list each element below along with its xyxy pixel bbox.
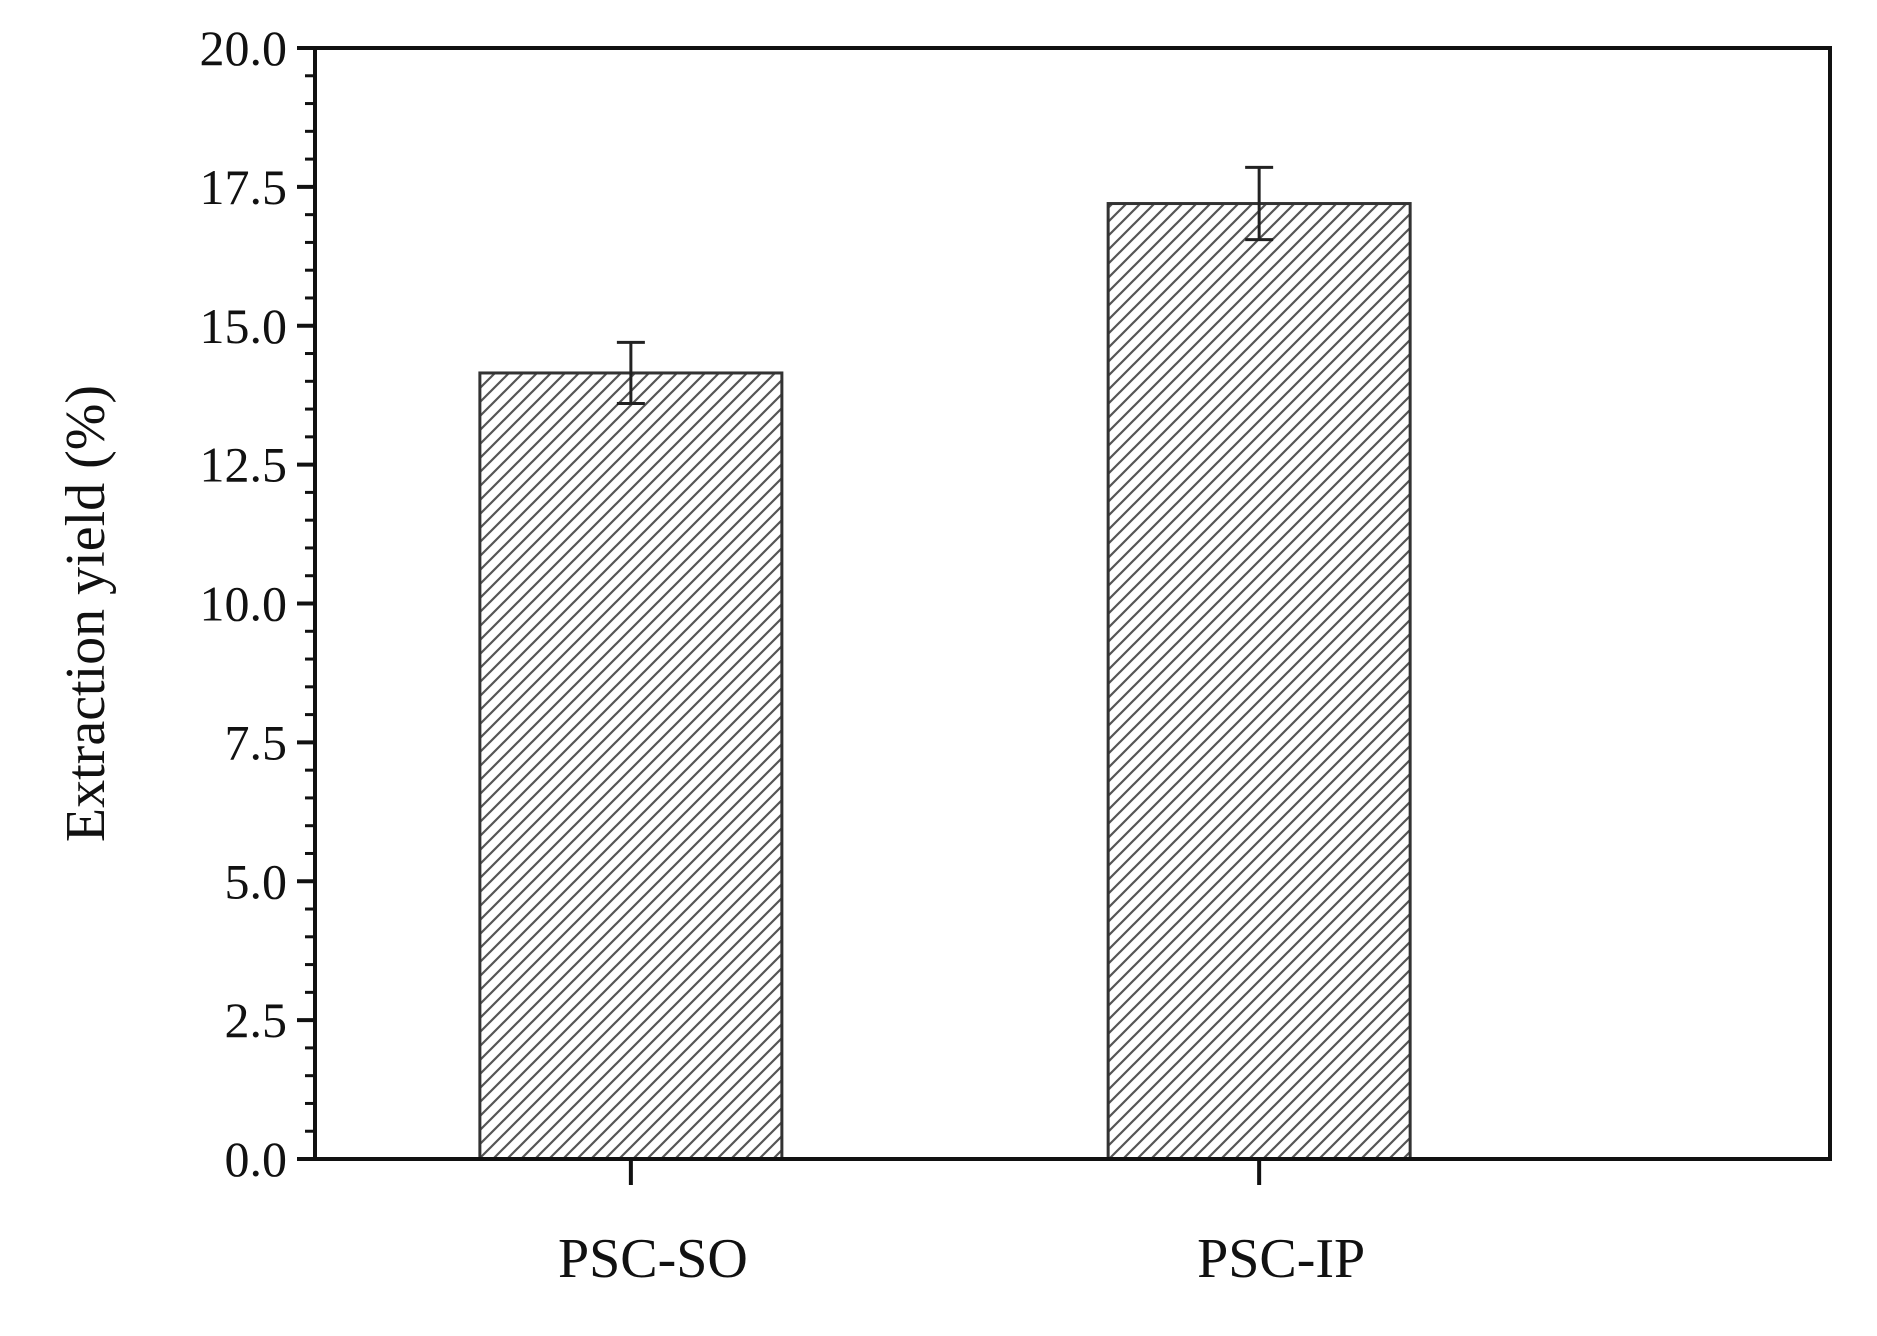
error-bars-layer [616,165,1274,406]
y-tick-label: 10.0 [200,576,288,632]
y-tick-label: 0.0 [225,1131,288,1187]
bar-psc-ip [1106,202,1412,1161]
y-tick-label: 2.5 [225,992,288,1048]
y-tick-label: 12.5 [200,437,288,493]
y-tick-label: 17.5 [200,159,288,215]
bar-psc-so [478,371,784,1161]
y-tick-label: 7.5 [225,714,288,770]
y-tick-label: 20.0 [200,20,288,76]
bars-layer [478,202,1412,1161]
y-axis-title: Extraction yield (%) [55,385,117,842]
y-tick-label: 5.0 [225,853,288,909]
y-axis-ticks: 0.0 2.5 5.0 7.5 10.0 12.5 15.0 17.5 20.0 [200,20,315,1187]
x-tick-label: PSC-SO [558,1228,748,1290]
y-tick-label: 15.0 [200,298,288,354]
x-axis-ticks: PSC-SO PSC-IP [558,1159,1365,1290]
x-tick-label: PSC-IP [1197,1228,1365,1290]
